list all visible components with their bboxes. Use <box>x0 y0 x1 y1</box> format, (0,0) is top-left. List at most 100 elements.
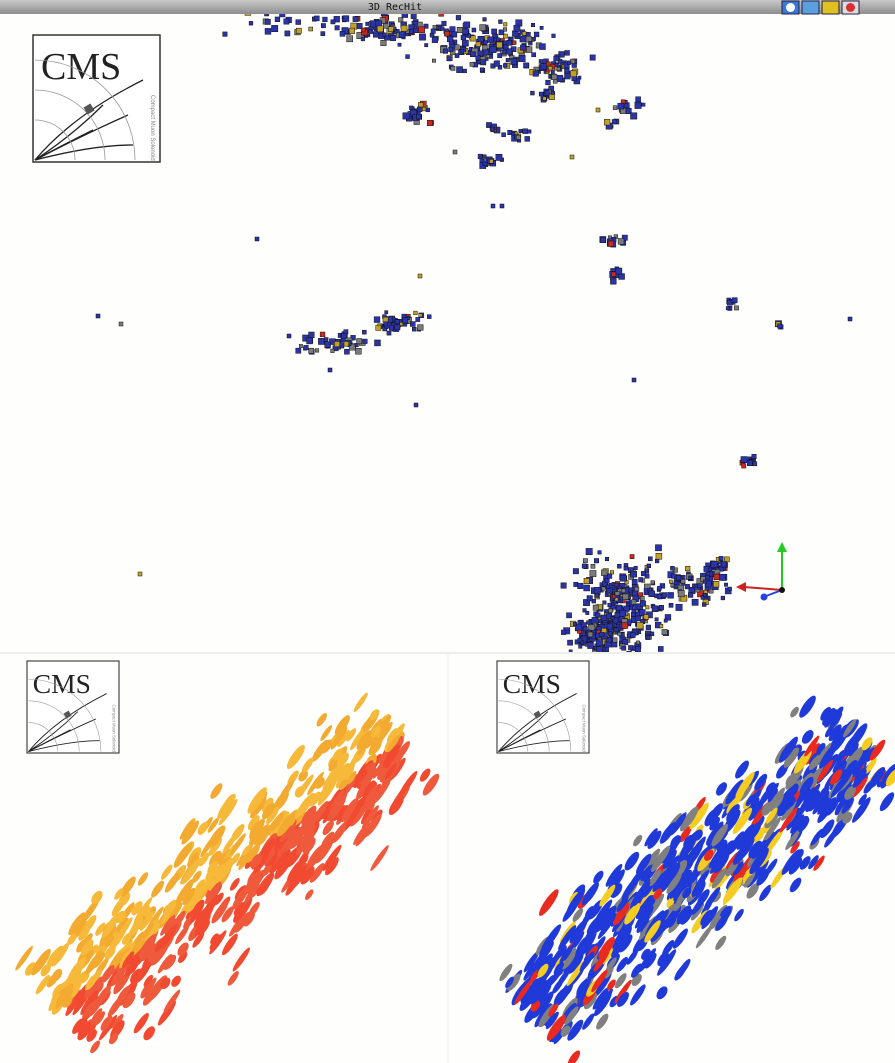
rechit <box>447 36 453 42</box>
rechit <box>504 23 507 26</box>
rechit <box>418 102 423 107</box>
rechit <box>546 80 551 85</box>
rechit <box>427 315 431 319</box>
rechit <box>674 581 677 584</box>
rechit <box>528 41 532 45</box>
rechit <box>223 32 227 36</box>
rechit <box>620 575 626 581</box>
maximize-button[interactable] <box>822 1 839 14</box>
rechit <box>507 40 512 45</box>
rechit <box>566 613 571 618</box>
rechit <box>606 585 610 589</box>
rechit <box>366 22 369 25</box>
rechit <box>631 571 637 577</box>
rechit <box>554 56 559 61</box>
rechit <box>658 646 663 651</box>
rechit <box>540 44 546 50</box>
rechit <box>719 574 725 580</box>
rechit <box>612 595 615 598</box>
rechit <box>383 33 386 36</box>
rechit <box>526 47 532 53</box>
rechit <box>500 204 504 208</box>
event-display: 3D RecHit CMSCompact Muon SolenoidCMSCom… <box>0 0 895 1063</box>
rechit <box>685 566 690 571</box>
rechit <box>532 53 536 57</box>
rechit <box>594 558 599 563</box>
rechit <box>489 55 493 59</box>
rechit <box>347 36 353 42</box>
rechit <box>403 113 409 119</box>
rechit <box>622 623 628 629</box>
rechit <box>442 21 447 26</box>
logo-text: CMS <box>33 668 91 699</box>
rechit <box>593 605 598 610</box>
rechit <box>552 74 557 79</box>
rechit <box>615 583 619 587</box>
rechit <box>565 50 570 55</box>
rechit <box>533 71 539 77</box>
rechit <box>344 330 348 334</box>
rechit <box>445 31 450 36</box>
rechit <box>659 624 662 627</box>
rechit <box>631 600 636 605</box>
rechit <box>651 581 654 584</box>
rechit <box>598 551 601 554</box>
rechit <box>362 330 366 334</box>
rechit <box>384 322 388 326</box>
rechit <box>713 581 719 587</box>
rechit <box>443 49 448 54</box>
rechit <box>588 632 593 637</box>
rechit <box>488 37 494 43</box>
rechit <box>398 43 401 46</box>
rechit <box>610 571 614 575</box>
rechit <box>606 614 611 619</box>
rechit <box>355 348 361 354</box>
rechit <box>331 20 335 24</box>
rechit <box>545 91 549 95</box>
rechit <box>519 129 522 132</box>
rechit <box>490 46 496 52</box>
rechit <box>447 57 451 61</box>
rechit <box>395 325 400 330</box>
rechit <box>320 332 325 337</box>
rechit <box>646 606 649 609</box>
rechit <box>573 568 578 573</box>
rechit <box>579 645 582 648</box>
rechit <box>688 593 693 598</box>
rechit <box>564 68 569 73</box>
rechit <box>455 54 459 58</box>
rechit <box>309 348 314 353</box>
rechit <box>491 204 495 208</box>
rechit <box>321 32 325 36</box>
rechit <box>582 564 586 568</box>
rechit <box>721 596 725 600</box>
rechit <box>557 75 563 81</box>
rechit <box>520 36 526 42</box>
rechit <box>647 564 651 568</box>
rechit <box>328 368 332 372</box>
rechit <box>561 630 566 635</box>
rechit <box>296 20 301 25</box>
rechit <box>389 326 393 330</box>
rechit <box>657 595 661 599</box>
rechit <box>608 603 612 607</box>
rechit <box>586 548 592 554</box>
rechit <box>551 91 554 94</box>
rechit <box>426 108 430 112</box>
rechit <box>622 646 626 650</box>
rechit <box>399 32 405 38</box>
title-bar: 3D RecHit <box>0 0 895 14</box>
rechit <box>611 617 614 620</box>
rechit <box>417 114 422 119</box>
rechit <box>275 17 280 22</box>
view-button[interactable] <box>802 1 819 14</box>
rechit <box>702 603 706 607</box>
rechit <box>600 237 605 242</box>
rechit <box>514 25 520 31</box>
rechit <box>483 155 486 158</box>
rechit <box>601 615 607 621</box>
rechit <box>430 33 434 37</box>
rechit <box>323 17 328 22</box>
rechit <box>377 26 383 32</box>
rechit <box>419 34 425 40</box>
